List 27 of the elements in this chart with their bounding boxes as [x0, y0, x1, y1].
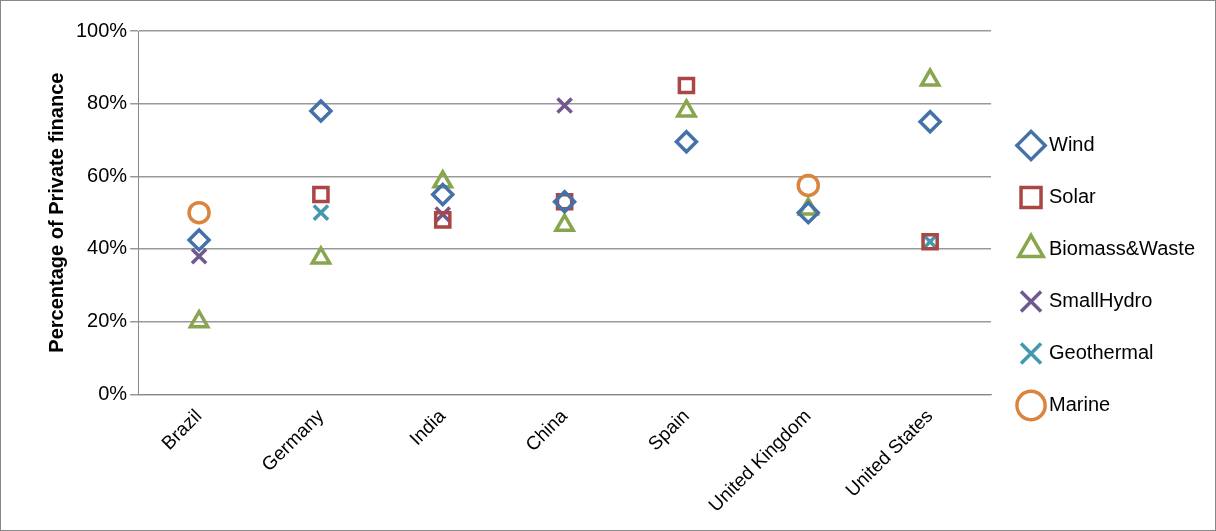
- legend-label: Solar: [1049, 185, 1097, 208]
- point: [312, 203, 330, 222]
- legend-label: Wind: [1049, 133, 1095, 156]
- point: [187, 200, 211, 225]
- y-tick-label: 40%: [87, 236, 128, 259]
- legend-label: Marine: [1049, 393, 1111, 416]
- y-tick-label: 100%: [76, 18, 128, 41]
- y-axis-title: Percentage of Private finance: [44, 72, 67, 353]
- y-tick-label: 0%: [98, 381, 128, 404]
- point: [190, 247, 208, 266]
- point: [796, 173, 821, 198]
- point: [796, 200, 821, 225]
- point: [431, 182, 455, 207]
- legend-label: Biomass&Waste: [1049, 237, 1195, 260]
- point: [918, 110, 942, 134]
- point: [555, 96, 574, 115]
- point: [187, 228, 211, 252]
- point: [309, 99, 333, 123]
- point: [677, 76, 696, 95]
- y-tick-label: 60%: [87, 163, 128, 186]
- point: [312, 185, 330, 204]
- point: [433, 211, 452, 229]
- legend-label: Geothermal: [1049, 341, 1154, 364]
- legend-label: SmallHydro: [1049, 289, 1153, 312]
- y-tick-label: 80%: [87, 91, 128, 114]
- point: [674, 130, 699, 154]
- y-tick-label: 20%: [87, 309, 128, 332]
